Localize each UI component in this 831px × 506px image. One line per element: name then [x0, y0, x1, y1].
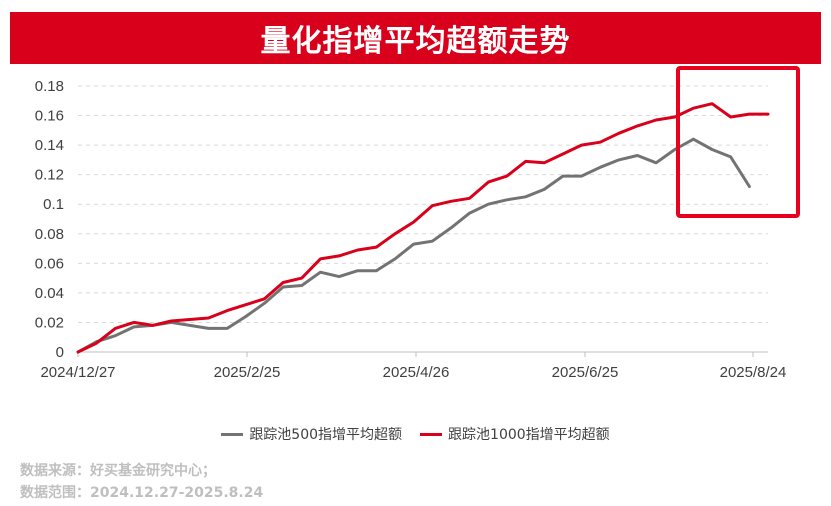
y-tick-label: 0.02 [35, 314, 64, 331]
source-line: 数据来源：好买基金研究中心； [20, 463, 216, 479]
legend-swatch-500 [221, 432, 244, 436]
x-tick-label: 2025/4/26 [383, 364, 450, 381]
legend-item-500: 跟踪池500指增平均超额 [221, 424, 402, 444]
y-tick-label: 0.04 [35, 285, 64, 302]
y-tick-label: 0.08 [35, 226, 64, 243]
x-tick-label: 2025/6/25 [552, 364, 619, 381]
x-tick-label: 2025/2/25 [214, 364, 281, 381]
y-tick-label: 0.14 [35, 137, 64, 154]
series-line-1000 [76, 102, 770, 354]
legend: 跟踪池500指增平均超额 跟踪池1000指增平均超额 [0, 424, 831, 444]
legend-label-1000: 跟踪池1000指增平均超额 [448, 427, 610, 443]
series-line-500 [76, 137, 751, 354]
y-tick-label: 0.18 [35, 78, 64, 95]
legend-label-500: 跟踪池500指增平均超额 [249, 427, 403, 443]
source-note: 数据来源：好买基金研究中心； 数据范围：2024.12.27-2025.8.24 [20, 460, 263, 504]
legend-item-1000: 跟踪池1000指增平均超额 [420, 424, 610, 444]
line-chart: 0 0.02 0.04 0.06 0.08 0.1 0.12 0.14 0.16 0.18 2024… [35, 66, 800, 381]
x-tick-label: 2025/8/24 [720, 364, 787, 381]
range-line: 数据范围：2024.12.27-2025.8.24 [20, 485, 264, 501]
y-tick-label: 0.1 [43, 196, 64, 213]
y-tick-label: 0.06 [35, 255, 64, 272]
highlight-box [676, 66, 800, 218]
y-tick-label: 0.16 [35, 108, 64, 125]
chart-title: 量化指增平均超额走势 [260, 24, 571, 59]
title-banner: 量化指增平均超额走势 [10, 12, 821, 64]
y-tick-label: 0 [56, 344, 64, 361]
y-tick-label: 0.12 [35, 167, 64, 184]
legend-swatch-1000 [420, 432, 443, 436]
x-tick-label: 2024/12/27 [40, 364, 115, 381]
